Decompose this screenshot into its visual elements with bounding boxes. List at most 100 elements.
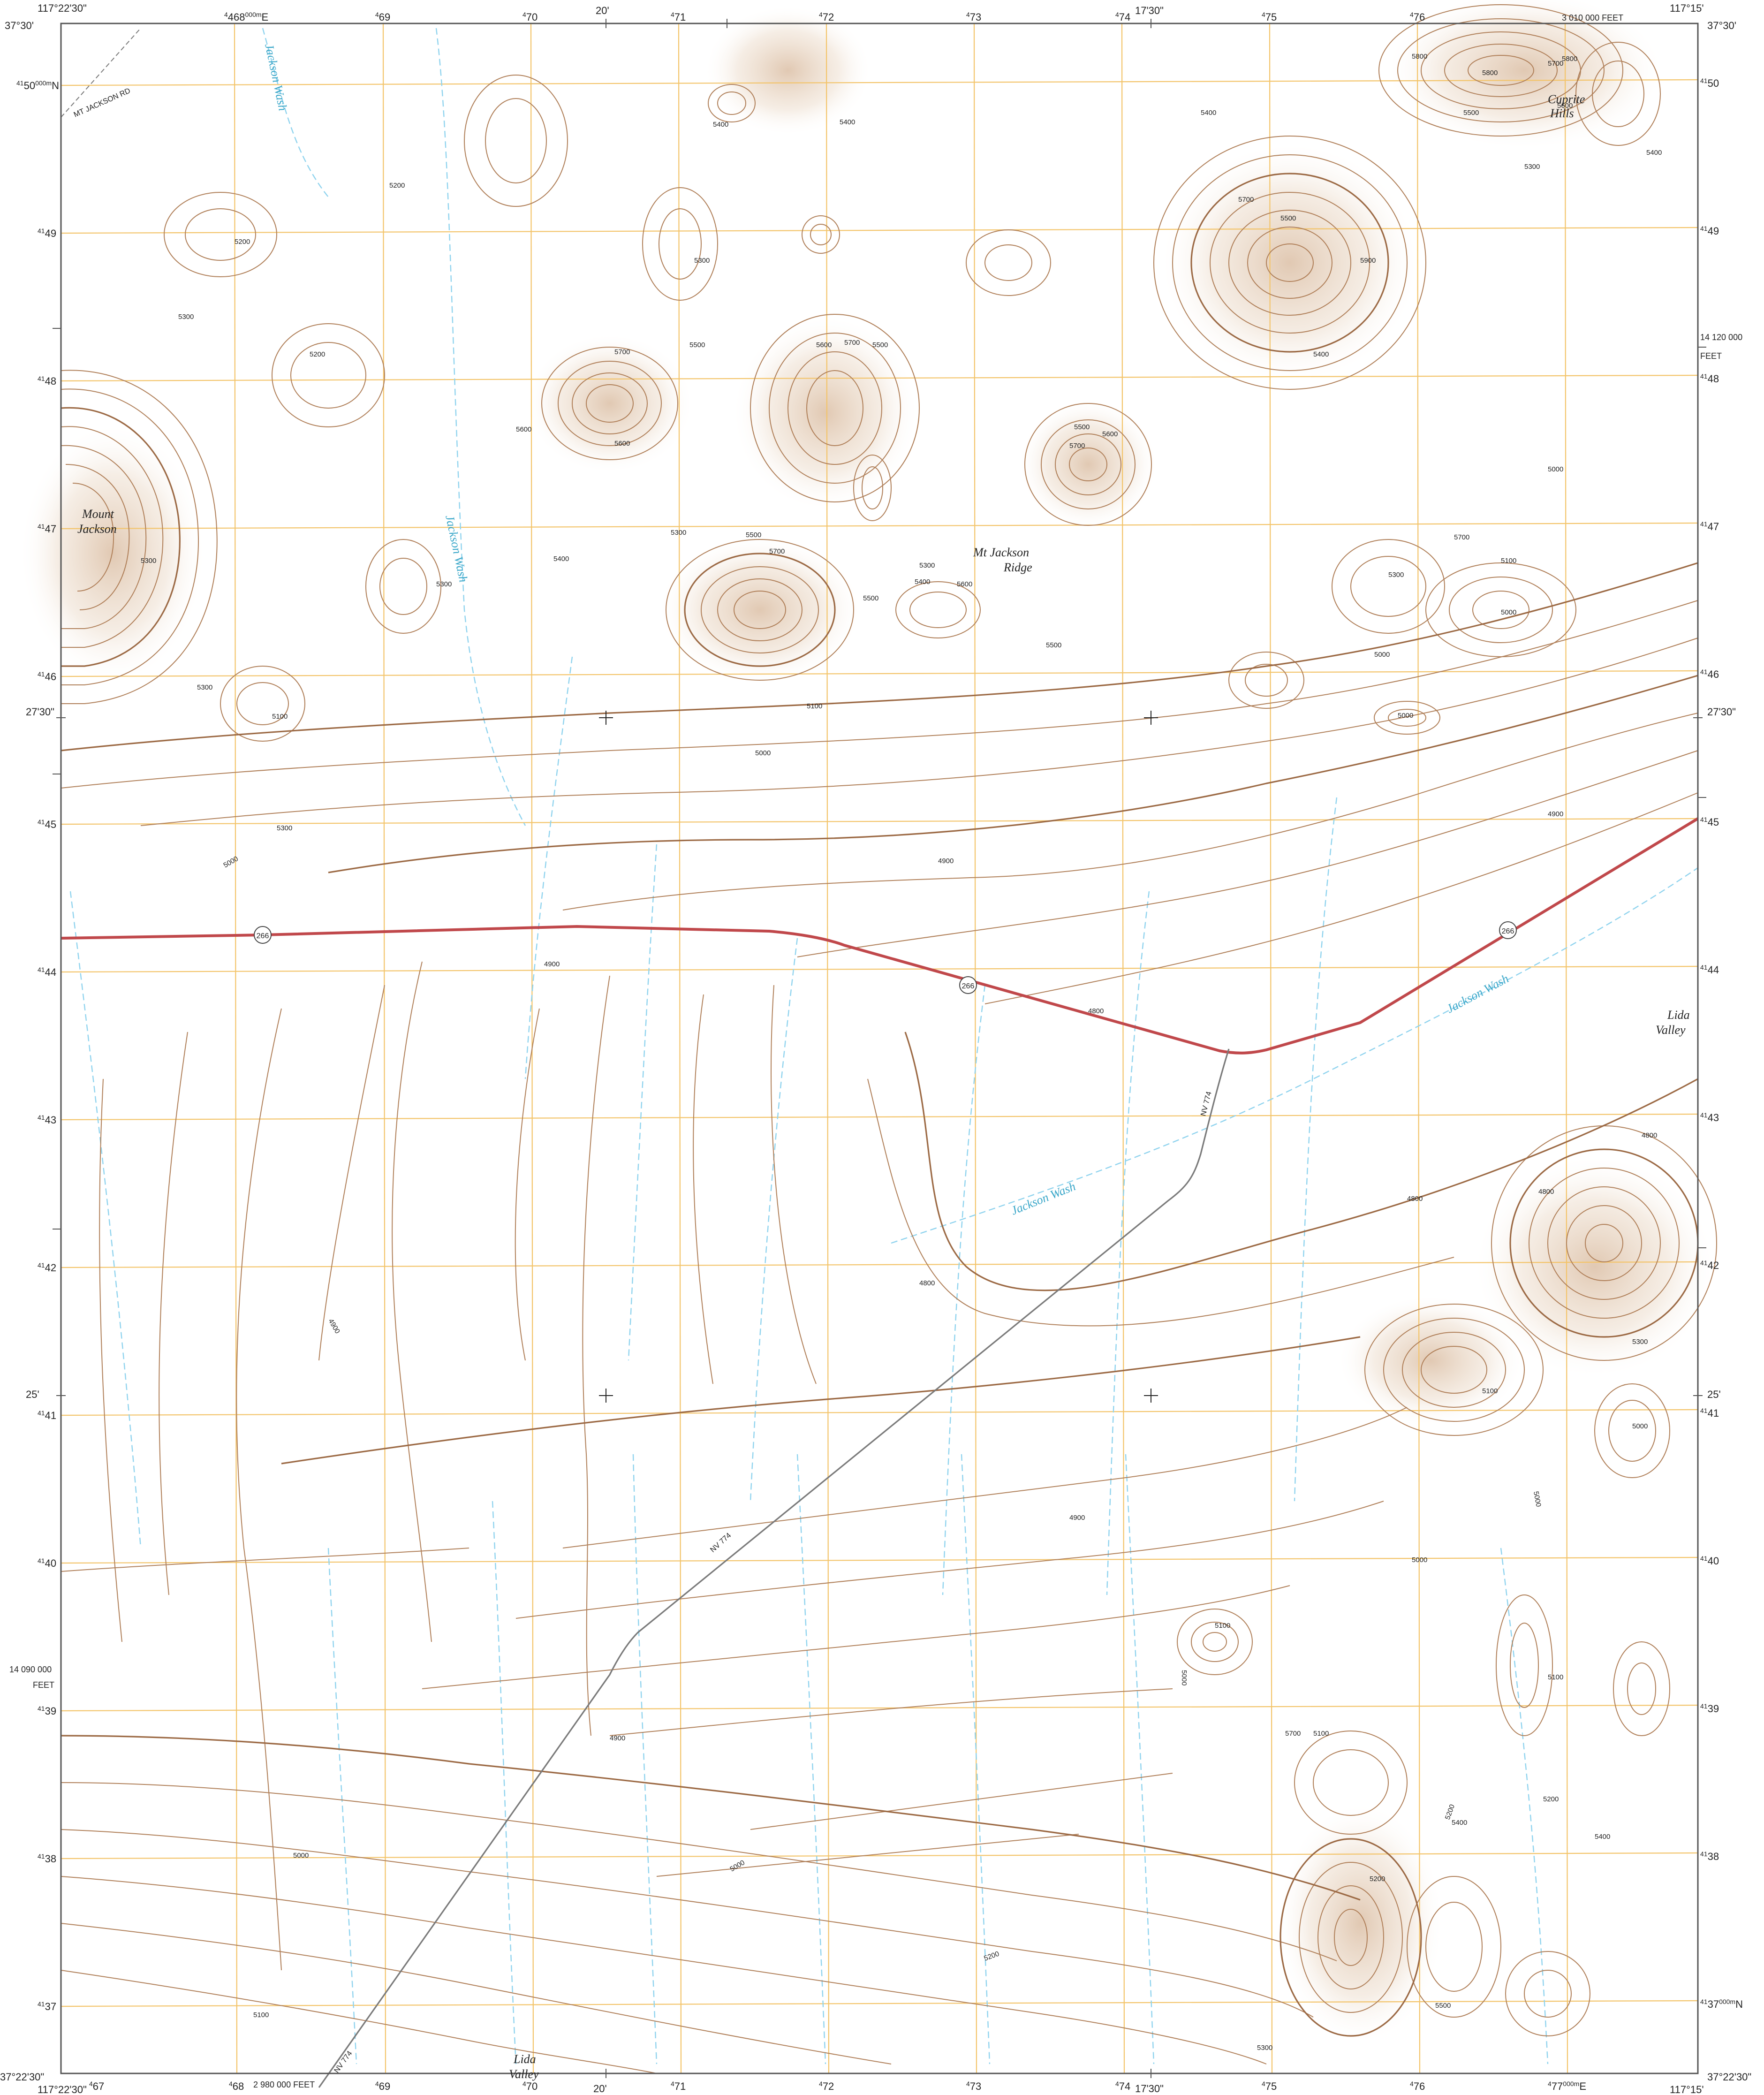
contour-label: 5100	[1548, 1673, 1563, 1681]
contour-label: 5100	[1313, 1730, 1329, 1738]
contour-label: 5100	[272, 713, 288, 721]
contour-label: 5300	[197, 683, 212, 691]
contour-label: 4900	[938, 857, 954, 865]
contour-label: 5800	[1412, 53, 1427, 61]
contour-label: 5400	[1646, 149, 1662, 157]
top-tick-20: 20'	[596, 5, 609, 16]
bottom-feet-label: 2 980 000 FEET	[253, 2080, 315, 2089]
contour-label: 5500	[1046, 641, 1061, 649]
contour-label: 5600	[1557, 102, 1573, 110]
contour-label: 4900	[544, 960, 560, 968]
route-shield-west: 266	[254, 926, 271, 943]
bottom-tick-20: 20'	[593, 2083, 607, 2095]
route-shield-east: 266	[1499, 922, 1516, 939]
contour-label: 5300	[671, 529, 686, 537]
contour-label: 5300	[436, 580, 452, 588]
label-mount-jackson-1: Mount	[82, 507, 114, 521]
contour-label: 5800	[1562, 55, 1577, 63]
route-shield-center: 266	[960, 977, 977, 994]
contour-label: 5500	[746, 531, 761, 539]
contour-label: 4900	[1069, 1514, 1085, 1522]
contour-label: 4900	[1548, 810, 1563, 818]
contour-label: 5000	[1180, 1670, 1188, 1685]
corner-top-right-lat: 37°30'	[1707, 20, 1736, 31]
contour-label: 5700	[1238, 196, 1254, 204]
contour-label: 4800	[919, 1279, 935, 1287]
contour-label: 5000	[755, 749, 771, 757]
contour-label: 5100	[253, 2011, 269, 2019]
contour-label: 5700	[769, 547, 785, 555]
contour-label: 5500	[1280, 214, 1296, 222]
contour-label: 5800	[1482, 69, 1498, 77]
contour-label: 5300	[277, 824, 292, 832]
contour-label: 5400	[1201, 109, 1216, 117]
left-feet-unit: FEET	[33, 1680, 54, 1690]
label-lida-valley-south-1: Lida	[513, 2052, 536, 2066]
contour-label: 4800	[1088, 1007, 1104, 1015]
contour-label: 5400	[1452, 1819, 1467, 1827]
right-feet-unit: FEET	[1700, 351, 1722, 361]
contour-label: 5000	[1548, 465, 1563, 473]
contour-label: 5600	[614, 440, 630, 448]
contour-label: 5500	[1074, 423, 1090, 431]
contour-label: 5500	[1463, 109, 1479, 117]
contour-label: 5300	[1524, 163, 1540, 171]
right-lat-2730: 27'30"	[1707, 706, 1736, 718]
contour-label: 5700	[844, 339, 860, 347]
contour-label: 5300	[919, 562, 935, 569]
left-feet-label: 14 090 000	[9, 1665, 52, 1674]
contour-label: 5200	[389, 182, 405, 190]
contour-label: 5200	[1370, 1875, 1385, 1883]
bottom-tick-1730: 17'30"	[1135, 2083, 1164, 2095]
contour-label: 5000	[1374, 651, 1390, 659]
contour-label: 5400	[840, 118, 855, 126]
contour-label: 5700	[1069, 442, 1085, 450]
contour-label: 5100	[1482, 1387, 1498, 1395]
contour-label: 5700	[614, 348, 630, 356]
corner-bottom-left-lat: 37°22'30"	[0, 2071, 44, 2083]
contour-label: 5300	[1257, 2044, 1272, 2052]
label-mount-jackson-2: Jackson	[77, 522, 117, 536]
contour-label: 5000	[1501, 608, 1516, 616]
contour-label: 5100	[1215, 1622, 1230, 1630]
contour-label: 5500	[1435, 2002, 1451, 2010]
left-lat-25: 25'	[26, 1389, 39, 1400]
contour-label: 4800	[1538, 1188, 1554, 1196]
contour-label: 4900	[610, 1734, 625, 1742]
contour-label: 5400	[1595, 1833, 1610, 1841]
corner-top-left-lon: 117°22'30"	[38, 2, 87, 14]
corner-bottom-right-lon: 117°15'	[1670, 2084, 1704, 2095]
contour-label: 5400	[553, 555, 569, 563]
contour-label: 5000	[293, 1852, 309, 1860]
contour-label: 5600	[816, 341, 832, 349]
contour-label: 5000	[1398, 712, 1413, 720]
contour-label: 5300	[1632, 1338, 1648, 1346]
contour-label: 5700	[1285, 1730, 1301, 1738]
top-tick-1730: 17'30"	[1135, 5, 1164, 16]
contour-label: 5700	[1548, 60, 1563, 68]
top-feet-label: 3 010 000 FEET	[1562, 13, 1623, 23]
label-lida-valley-east-2: Valley	[1656, 1023, 1686, 1037]
label-lida-valley-east-1: Lida	[1667, 1008, 1690, 1022]
contour-label: 5000	[1632, 1422, 1648, 1430]
contour-label: 5400	[915, 578, 930, 586]
contour-label: 5400	[713, 121, 728, 129]
corner-top-right-lon: 117°15'	[1670, 2, 1704, 14]
contour-label: 5500	[689, 341, 705, 349]
contour-label: 5600	[957, 580, 972, 588]
corner-top-left-lat: 37°30'	[5, 20, 34, 31]
contour-label: 5100	[1501, 557, 1516, 565]
contour-label: 5100	[807, 702, 822, 710]
contour-label: 5300	[694, 257, 710, 265]
contour-label: 5200	[1543, 1795, 1559, 1803]
contour-label: 5900	[1360, 257, 1376, 265]
svg-text:266: 266	[962, 982, 975, 990]
contour-label: 5300	[178, 313, 194, 321]
contour-label: 5600	[516, 425, 531, 433]
contour-label: 5600	[1102, 430, 1118, 438]
contour-label: 5300	[1388, 571, 1404, 579]
contour-label: 5500	[863, 594, 878, 602]
left-lat-2730: 27'30"	[26, 706, 54, 718]
label-mt-jackson-ridge-1: Mt Jackson	[973, 546, 1029, 559]
